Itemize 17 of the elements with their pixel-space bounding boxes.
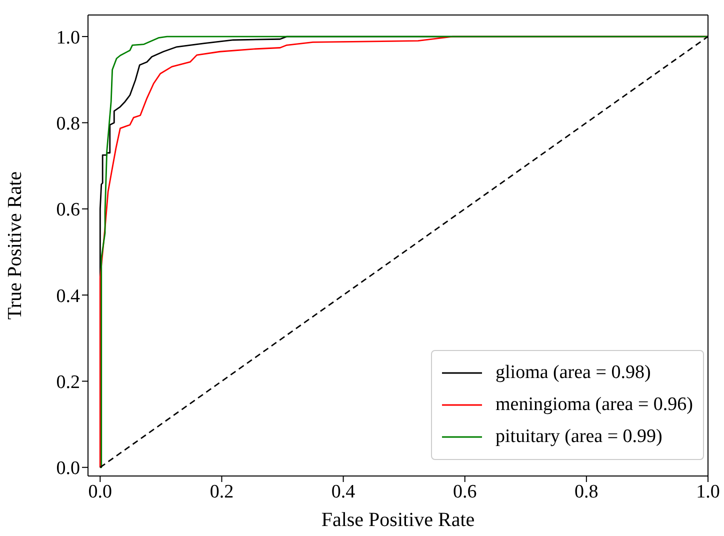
- y-tick-label: 0.0: [56, 458, 80, 480]
- x-tick-label: 0.8: [574, 481, 598, 502]
- y-tick-label: 0.2: [56, 372, 80, 393]
- y-tick-label: 1.0: [56, 27, 80, 48]
- legend-label: pituitary (area = 0.99): [496, 426, 662, 448]
- y-tick-label: 0.6: [56, 200, 80, 221]
- x-tick-label: 0.0: [88, 481, 112, 502]
- x-tick-label: 1.0: [696, 481, 720, 502]
- x-tick-label: 0.2: [210, 481, 234, 502]
- y-tick-label: 0.4: [56, 286, 80, 307]
- x-tick-label: 0.6: [452, 481, 477, 502]
- legend-label: glioma (area = 0.98): [496, 362, 651, 384]
- y-tick-label: 0.8: [56, 113, 80, 134]
- x-axis-title: False Positive Rate: [321, 509, 475, 531]
- x-tick-label: 0.4: [331, 481, 356, 502]
- legend-label: meningioma (area = 0.96): [496, 394, 693, 416]
- y-axis-title: True Positive Rate: [4, 171, 26, 320]
